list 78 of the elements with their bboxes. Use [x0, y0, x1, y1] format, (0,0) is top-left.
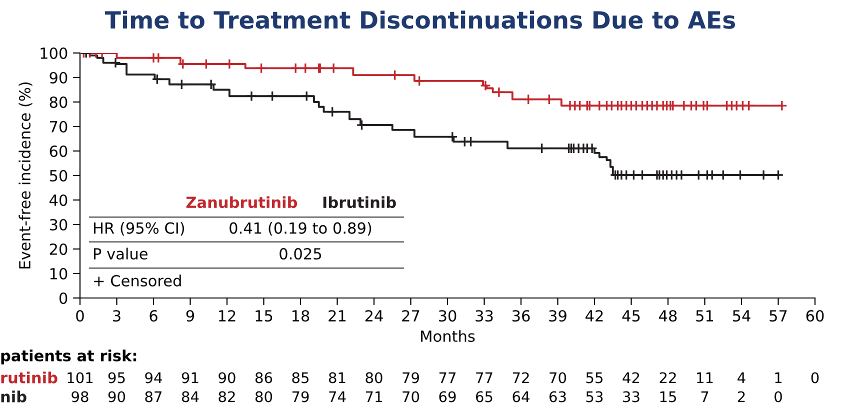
- y-tick-label: 30: [50, 218, 68, 231]
- y-axis-title: Event-free incidence (%): [18, 82, 32, 268]
- text: 98 90 87 84 82 80 79 74 71 70 69 65 64 63 53 33 15 7 2 0: [72, 391, 782, 402]
- point: [206, 78, 217, 90]
- y-tick-label: 70: [50, 120, 68, 133]
- point: [446, 131, 458, 142]
- text: nib: [1, 390, 26, 402]
- x-axis-title: Months: [421, 330, 475, 342]
- point: [465, 136, 476, 148]
- x-tick-label: 18: [292, 310, 310, 322]
- annotation: P value: [94, 248, 148, 260]
- chart-title: Time to Treatment Discontinuations Due to AEs: [104, 10, 736, 29]
- annotation: 0.41 (0.19 to 0.89): [230, 222, 372, 236]
- point: [152, 74, 163, 85]
- point: [544, 94, 555, 105]
- x-tick-label: 3: [113, 310, 120, 322]
- annotation: HR (95% CI): [94, 222, 184, 236]
- y-tick-label: 50: [50, 170, 68, 182]
- point: [690, 100, 702, 112]
- point: [176, 78, 188, 90]
- point: [594, 100, 605, 112]
- y-tick-label: 40: [50, 194, 68, 206]
- x-tick-label: 54: [732, 310, 750, 322]
- text: rutinib: [1, 372, 58, 384]
- x-tick-label: 39: [549, 310, 566, 322]
- x-tick-label: 57: [770, 310, 787, 322]
- annotation: + Censored: [94, 274, 181, 287]
- y-tick-label: 80: [50, 96, 68, 108]
- x-tick-label: 12: [218, 310, 236, 322]
- y-tick-label: 10: [50, 268, 68, 280]
- x-tick-label: 51: [696, 310, 714, 322]
- x-tick-label: 9: [186, 310, 194, 322]
- point: [414, 75, 425, 86]
- point: [301, 90, 312, 102]
- y-tick-label: 20: [50, 243, 68, 256]
- point: [246, 90, 257, 102]
- x-tick-label: 30: [438, 310, 456, 322]
- point: [536, 142, 548, 154]
- x-tick-label: 27: [402, 310, 420, 322]
- y-tick-label: 100: [40, 47, 68, 60]
- point: [389, 70, 400, 81]
- point: [328, 62, 340, 74]
- point: [743, 100, 754, 112]
- point: [776, 100, 788, 112]
- x-tick-label: 45: [622, 310, 640, 322]
- point: [522, 94, 534, 105]
- point: [266, 90, 278, 102]
- x-tick-label: 42: [586, 310, 603, 322]
- y-tick-label: 60: [50, 145, 68, 158]
- annotation: 0.025: [280, 248, 322, 260]
- point: [290, 62, 302, 74]
- x-tick-label: 0: [76, 310, 84, 322]
- point: [300, 62, 311, 74]
- x-tick-label: 36: [512, 310, 530, 322]
- text: Ibrutinib: [323, 196, 396, 208]
- point: [480, 80, 491, 92]
- point: [574, 100, 586, 112]
- point: [110, 57, 122, 68]
- x-tick-label: 21: [328, 310, 346, 322]
- point: [493, 86, 504, 98]
- point: [667, 100, 678, 112]
- text: patients at risk:: [1, 350, 136, 364]
- point: [586, 142, 598, 154]
- x-tick-label: 15: [256, 310, 272, 322]
- point: [326, 106, 338, 118]
- y-tick-label: 90: [50, 72, 68, 84]
- x-tick-label: 24: [365, 310, 383, 322]
- x-tick-label: 6: [150, 310, 158, 322]
- point: [584, 100, 596, 112]
- text: 101 95 94 91 90 86 85 81 80 79 77 77 72 70 55 42 22 11 4 1 0: [68, 372, 819, 384]
- x-tick-label: 33: [476, 310, 493, 322]
- x-tick-label: 48: [659, 310, 677, 322]
- x-tick-label: 60: [806, 310, 824, 322]
- point: [256, 62, 267, 74]
- point: [702, 100, 713, 112]
- point: [678, 100, 690, 112]
- y-tick-label: 0: [59, 292, 68, 304]
- text: Zanubrutinib: [186, 196, 298, 208]
